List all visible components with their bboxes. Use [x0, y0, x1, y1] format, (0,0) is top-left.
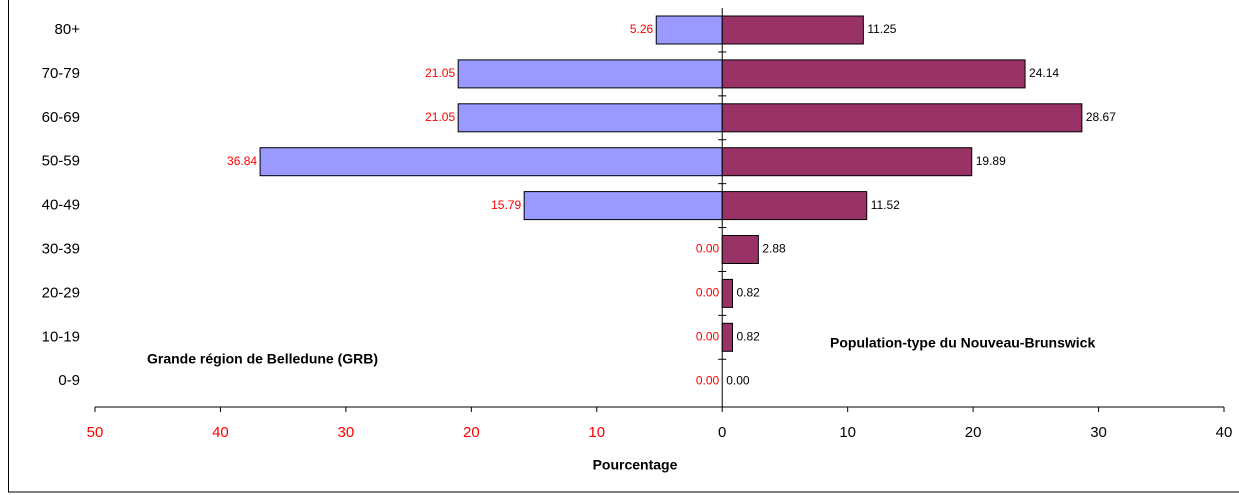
value-label: 11.52 — [871, 198, 900, 212]
value-label: 0.00 — [696, 286, 720, 300]
value-label: 0.82 — [737, 286, 761, 300]
bar — [721, 322, 734, 352]
bar — [721, 59, 1026, 89]
bar — [721, 235, 759, 264]
value-label: 0.00 — [696, 329, 720, 343]
category-label: 70-79 — [42, 65, 80, 82]
category-label: 50-59 — [42, 153, 80, 170]
value-label: 21.05 — [425, 66, 455, 80]
bar — [457, 103, 723, 133]
bar — [259, 147, 723, 177]
bar — [523, 191, 723, 221]
value-label: 5.26 — [630, 22, 654, 36]
x-axis-label: Pourcentage — [593, 457, 678, 473]
bar — [721, 147, 973, 177]
category-label: 30-39 — [42, 240, 80, 257]
category-label: 60-69 — [42, 109, 80, 126]
value-label: 15.79 — [491, 198, 521, 212]
x-tick-label: 30 — [1090, 424, 1107, 441]
value-label: 36.84 — [227, 154, 257, 168]
x-tick-label: 40 — [1216, 424, 1233, 441]
series-label: Population-type du Nouveau-Brunswick — [830, 335, 1095, 351]
bar — [721, 191, 868, 221]
bar — [457, 59, 723, 89]
value-label: 2.88 — [762, 242, 786, 256]
x-tick-label: 50 — [87, 424, 104, 441]
series-label: Grande région de Belledune (GRB) — [147, 351, 378, 367]
value-label: 21.05 — [425, 110, 455, 124]
category-label: 0-9 — [58, 372, 80, 389]
category-label: 20-29 — [42, 284, 80, 301]
x-tick-label: 20 — [463, 424, 480, 441]
bar — [655, 15, 723, 45]
value-label: 0.00 — [696, 242, 720, 256]
x-tick-label: 20 — [965, 424, 982, 441]
value-label: 24.14 — [1029, 66, 1059, 80]
chart-frame — [8, 0, 1239, 493]
x-tick-label: 0 — [718, 424, 726, 441]
bar — [721, 15, 864, 45]
value-label: 19.89 — [976, 154, 1006, 168]
bar — [721, 103, 1083, 133]
category-label: 80+ — [55, 21, 81, 38]
value-label: 11.25 — [867, 22, 896, 36]
value-label: 28.67 — [1086, 110, 1116, 124]
value-label: 0.82 — [737, 329, 761, 343]
bar — [721, 278, 734, 308]
x-tick-label: 30 — [338, 424, 355, 441]
value-label: 0.00 — [726, 373, 750, 387]
category-label: 10-19 — [42, 328, 80, 345]
x-tick-label: 10 — [588, 424, 605, 441]
x-tick-label: 10 — [839, 424, 856, 441]
value-label: 0.00 — [696, 373, 720, 387]
x-tick-label: 40 — [212, 424, 229, 441]
category-label: 40-49 — [42, 197, 80, 214]
